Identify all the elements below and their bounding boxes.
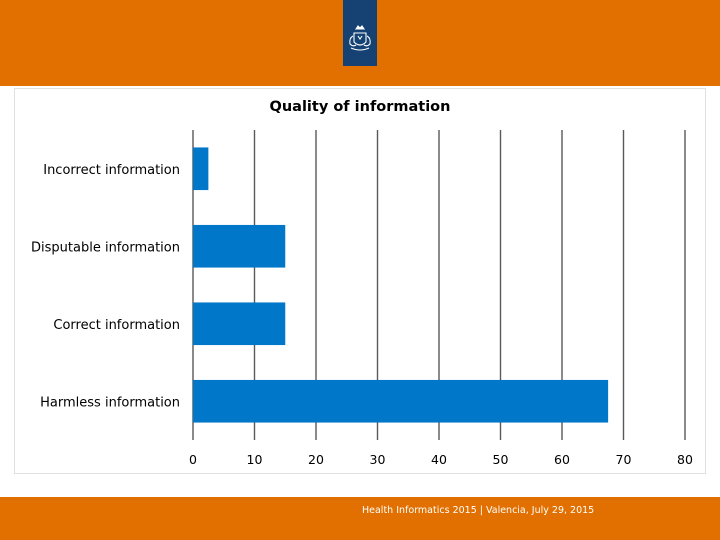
logo bbox=[343, 0, 377, 66]
bar bbox=[193, 224, 286, 268]
category-label: Harmless information bbox=[40, 395, 180, 410]
category-label: Disputable information bbox=[31, 240, 180, 255]
x-tick-label: 50 bbox=[493, 452, 509, 467]
x-tick-label: 0 bbox=[189, 452, 197, 467]
x-tick-label: 70 bbox=[616, 452, 632, 467]
x-tick-labels: 0 10 20 30 40 50 60 70 80 bbox=[189, 452, 693, 467]
dutch-government-coat-of-arms-icon bbox=[349, 25, 371, 51]
x-tick-label: 20 bbox=[308, 452, 324, 467]
x-tick-label: 30 bbox=[370, 452, 386, 467]
x-tick-label: 80 bbox=[677, 452, 693, 467]
bar bbox=[193, 379, 609, 423]
bar bbox=[193, 302, 286, 346]
chart-title: Quality of information bbox=[270, 99, 451, 115]
bars bbox=[193, 147, 609, 423]
chart-frame bbox=[14, 88, 706, 474]
bar bbox=[193, 147, 209, 191]
category-labels: Incorrect information Disputable informat… bbox=[31, 163, 180, 411]
category-label: Incorrect information bbox=[43, 163, 180, 178]
x-tick-label: 40 bbox=[431, 452, 447, 467]
footer-text: Health Informatics 2015 | Valencia, July… bbox=[362, 505, 595, 516]
x-tick-label: 60 bbox=[554, 452, 570, 467]
footer-band bbox=[0, 497, 720, 540]
x-tick-label: 10 bbox=[247, 452, 263, 467]
category-label: Correct information bbox=[53, 318, 180, 333]
